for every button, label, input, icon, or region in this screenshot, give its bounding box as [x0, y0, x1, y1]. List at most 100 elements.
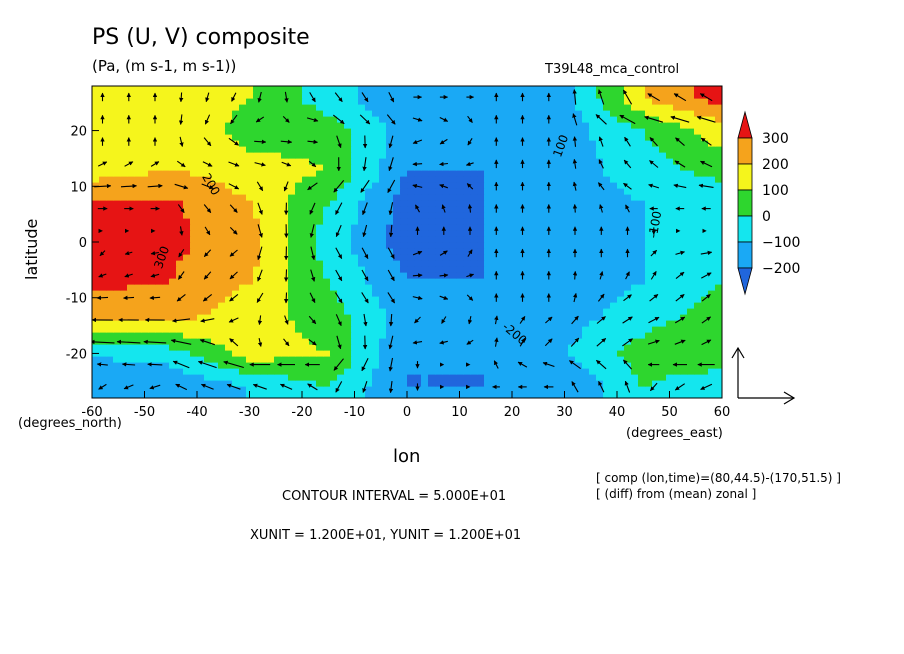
field-cell	[645, 104, 653, 111]
field-cell	[400, 134, 408, 141]
field-cell	[701, 362, 709, 369]
field-cell	[260, 140, 268, 147]
field-cell	[99, 200, 107, 207]
field-cell	[330, 248, 338, 255]
field-cell	[344, 368, 352, 375]
field-cell	[680, 236, 688, 243]
field-cell	[428, 146, 436, 153]
wind-vector-arrow	[256, 181, 264, 192]
field-cell	[456, 194, 464, 201]
field-cell	[372, 248, 380, 255]
field-cell	[120, 296, 128, 303]
field-cell	[589, 86, 597, 93]
field-cell	[519, 242, 527, 249]
field-cell	[120, 140, 128, 147]
field-cell	[540, 242, 548, 249]
field-cell	[519, 128, 527, 135]
field-cell	[190, 320, 198, 327]
field-cell	[631, 380, 639, 387]
field-cell	[309, 188, 317, 195]
wind-vector-arrow	[283, 269, 289, 282]
field-cell	[379, 344, 387, 351]
field-cell	[554, 128, 562, 135]
field-cell	[358, 194, 366, 201]
field-cell	[575, 248, 583, 255]
field-cell	[162, 254, 170, 261]
field-cell	[470, 104, 478, 111]
field-cell	[477, 350, 485, 357]
field-cell	[435, 272, 443, 279]
field-cell	[267, 146, 275, 153]
field-cell	[666, 140, 674, 147]
field-cell	[246, 146, 254, 153]
field-cell	[162, 272, 170, 279]
field-cell	[547, 374, 555, 381]
field-cell	[407, 260, 415, 267]
field-cell	[442, 110, 450, 117]
field-cell	[204, 224, 212, 231]
field-cell	[295, 152, 303, 159]
field-cell	[498, 140, 506, 147]
field-cell	[267, 104, 275, 111]
field-cell	[267, 284, 275, 291]
field-cell	[365, 278, 373, 285]
field-cell	[225, 308, 233, 315]
field-cell	[540, 344, 548, 351]
field-cell	[687, 392, 695, 398]
field-cell	[526, 140, 534, 147]
field-cell	[351, 308, 359, 315]
field-cell	[435, 320, 443, 327]
field-cell	[302, 260, 310, 267]
field-cell	[113, 308, 121, 315]
field-cell	[379, 122, 387, 129]
wind-vector-arrow	[309, 292, 316, 303]
field-cell	[631, 272, 639, 279]
field-cell	[239, 254, 247, 261]
field-cell	[596, 206, 604, 213]
field-cell	[673, 338, 681, 345]
field-cell	[442, 350, 450, 357]
wind-vector-arrow	[675, 271, 685, 280]
field-cell	[561, 272, 569, 279]
field-cell	[428, 272, 436, 279]
field-cell	[715, 188, 722, 195]
field-cell	[533, 122, 541, 129]
field-cell	[295, 224, 303, 231]
field-cell	[547, 98, 555, 105]
field-cell	[211, 146, 219, 153]
field-cell	[442, 374, 450, 381]
field-cell	[449, 356, 457, 363]
field-cell	[624, 98, 632, 105]
field-cell	[358, 296, 366, 303]
field-cell	[715, 308, 722, 315]
field-cell	[225, 86, 233, 93]
field-cell	[337, 362, 345, 369]
field-cell	[218, 260, 226, 267]
field-cell	[554, 134, 562, 141]
field-cell	[379, 302, 387, 309]
field-cell	[120, 158, 128, 165]
field-cell	[323, 314, 331, 321]
field-cell	[316, 284, 324, 291]
field-cell	[687, 164, 695, 171]
field-cell	[309, 332, 317, 339]
field-cell	[554, 326, 562, 333]
field-cell	[687, 278, 695, 285]
field-cell	[365, 350, 373, 357]
field-cell	[162, 368, 170, 375]
field-cell	[540, 230, 548, 237]
field-cell	[617, 92, 625, 99]
wind-vector-arrow	[388, 335, 394, 350]
field-cell	[414, 212, 422, 219]
field-cell	[281, 116, 289, 123]
field-cell	[232, 200, 240, 207]
field-cell	[260, 386, 268, 393]
field-cell	[218, 158, 226, 165]
field-cell	[309, 374, 317, 381]
field-cell	[232, 278, 240, 285]
field-cell	[547, 92, 555, 99]
field-cell	[582, 320, 590, 327]
field-cell	[561, 128, 569, 135]
field-cell	[449, 86, 457, 93]
field-cell	[372, 188, 380, 195]
